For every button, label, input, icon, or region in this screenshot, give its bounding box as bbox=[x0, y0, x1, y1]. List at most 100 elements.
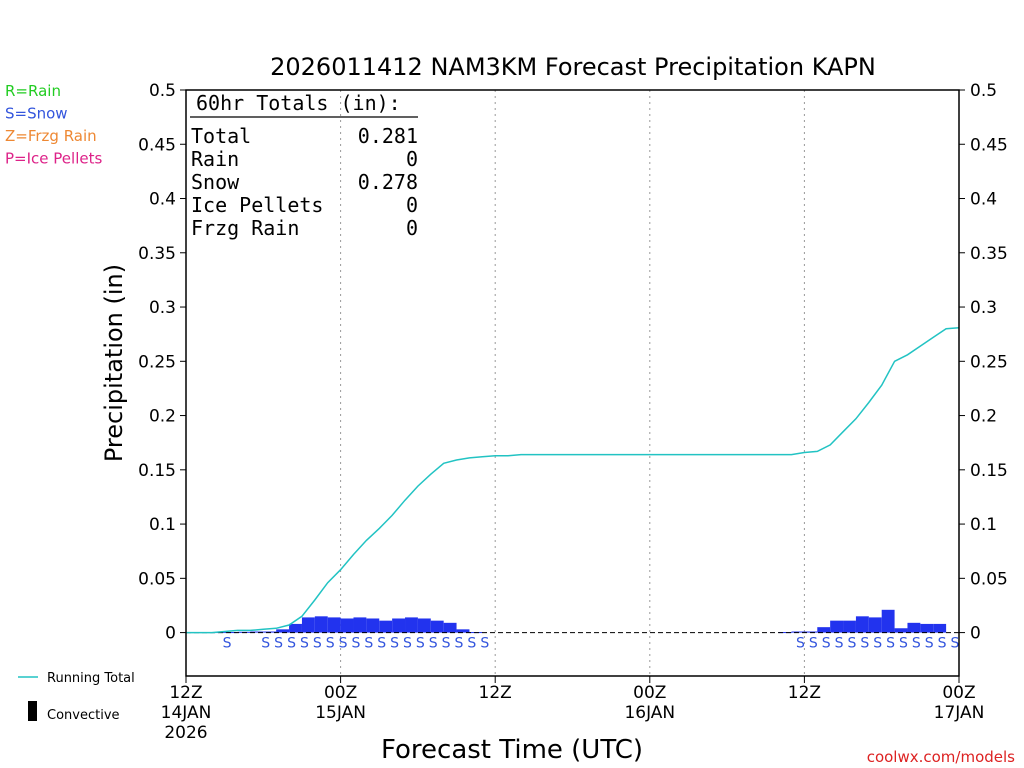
y-axis-right-ticks: 0 0.05 0.1 0.15 0.2 0.25 0.3 0.35 0.4 0.45 0.5 bbox=[959, 81, 1008, 644]
totals-row-value: 0 bbox=[406, 193, 418, 217]
precip-bar bbox=[804, 631, 818, 633]
y-tick-label: 0.1 bbox=[149, 515, 176, 535]
y-tick-label-right: 0.35 bbox=[970, 244, 1008, 264]
precip-bar bbox=[276, 629, 290, 633]
totals-row-value: 0.281 bbox=[358, 124, 418, 148]
y-tick-label-right: 0.3 bbox=[970, 298, 997, 318]
snow-marker: S bbox=[860, 636, 869, 652]
precip-bar bbox=[250, 631, 264, 633]
precip-bar bbox=[881, 609, 895, 633]
y-tick-label: 0 bbox=[165, 624, 176, 644]
y-tick-label: 0.35 bbox=[138, 244, 176, 264]
snow-marker: S bbox=[822, 636, 831, 652]
snow-marker: S bbox=[274, 636, 283, 652]
running-total-legend: Running Total bbox=[18, 671, 135, 686]
running-total-label: Running Total bbox=[47, 671, 135, 686]
y-tick-label-right: 0.5 bbox=[970, 81, 997, 101]
y-tick-label: 0.3 bbox=[149, 298, 176, 318]
y-axis-left-ticks: 0 0.05 0.1 0.15 0.2 0.25 0.3 0.35 0.4 0.45 0.5 bbox=[138, 81, 186, 644]
snow-marker: S bbox=[442, 636, 451, 652]
precip-bar bbox=[392, 618, 406, 633]
snow-marker: S bbox=[809, 636, 818, 652]
credit-text: coolwx.com/models bbox=[867, 748, 1015, 766]
snow-marker: S bbox=[313, 636, 322, 652]
chart-title: 2026011412 NAM3KM Forecast Precipitation… bbox=[270, 53, 876, 81]
y-tick-label-right: 0 bbox=[970, 624, 981, 644]
snow-marker: S bbox=[899, 636, 908, 652]
y-tick-label: 0.4 bbox=[149, 190, 176, 210]
y-tick-label: 0.15 bbox=[138, 461, 176, 481]
snow-marker: S bbox=[467, 636, 476, 652]
precip-bar bbox=[289, 623, 302, 633]
snow-marker: S bbox=[300, 636, 309, 652]
totals-box: 60hr Totals (in): Total 0.281 Rain 0 Snow 0.2… bbox=[190, 91, 418, 240]
precip-bar bbox=[868, 617, 882, 633]
x-tick-label: 17JAN bbox=[934, 703, 985, 723]
snow-marker: S bbox=[261, 636, 270, 652]
precip-bar bbox=[340, 618, 354, 633]
snow-marker: S bbox=[847, 636, 856, 652]
legend-entry: S=Snow bbox=[5, 105, 68, 123]
y-tick-label-right: 0.15 bbox=[970, 461, 1008, 481]
y-tick-label-right: 0.2 bbox=[970, 407, 997, 427]
precip-bar bbox=[353, 617, 367, 633]
snow-marker: S bbox=[835, 636, 844, 652]
precip-bar bbox=[894, 628, 908, 633]
precip-bar bbox=[817, 627, 831, 633]
plot-frame bbox=[185, 89, 960, 677]
precip-bar bbox=[933, 623, 947, 633]
totals-row-label: Ice Pellets bbox=[191, 193, 323, 217]
precip-bar bbox=[366, 618, 380, 633]
precip-bar bbox=[778, 632, 792, 634]
snow-marker: S bbox=[886, 636, 895, 652]
snow-marker: S bbox=[351, 636, 360, 652]
precip-bar bbox=[327, 617, 341, 633]
precip-bar bbox=[920, 623, 934, 633]
x-tick-label: 00Z bbox=[324, 683, 357, 703]
precip-bar bbox=[301, 617, 315, 633]
totals-row-label: Frzg Rain bbox=[191, 216, 299, 240]
snow-marker: S bbox=[938, 636, 947, 652]
convective-swatch bbox=[28, 701, 37, 721]
y-tick-label: 0.25 bbox=[138, 352, 176, 372]
snow-marker: S bbox=[403, 636, 412, 652]
totals-row-label: Rain bbox=[191, 147, 239, 171]
snow-marker: S bbox=[223, 636, 232, 652]
y-tick-label-right: 0.05 bbox=[970, 569, 1008, 589]
precip-bar bbox=[907, 622, 921, 633]
snow-marker: S bbox=[480, 636, 489, 652]
convective-legend: Convective bbox=[28, 701, 120, 723]
legend-entry: Z=Frzg Rain bbox=[5, 127, 97, 145]
precip-bar bbox=[855, 616, 869, 633]
snow-marker: S bbox=[873, 636, 882, 652]
precip-type-legend: R=Rain S=Snow Z=Frzg Rain P=Ice Pellets bbox=[5, 82, 102, 168]
running-total-line bbox=[186, 326, 960, 634]
x-tick-label: 12Z bbox=[788, 683, 821, 703]
y-tick-label-right: 0.25 bbox=[970, 352, 1008, 372]
totals-header: 60hr Totals (in): bbox=[196, 91, 401, 115]
precip-bar bbox=[843, 620, 856, 633]
running-total-series bbox=[186, 326, 960, 634]
snow-marker: S bbox=[364, 636, 373, 652]
snow-marker: S bbox=[377, 636, 386, 652]
snow-marker: S bbox=[416, 636, 425, 652]
legend-entry: R=Rain bbox=[5, 82, 61, 100]
x-tick-label: 14JAN bbox=[161, 703, 212, 723]
grid bbox=[340, 90, 805, 676]
totals-row-label: Snow bbox=[191, 170, 240, 194]
y-axis-label: Precipitation (in) bbox=[100, 264, 128, 462]
y-tick-label: 0.5 bbox=[149, 81, 176, 101]
precip-bar bbox=[224, 632, 238, 634]
precip-bar bbox=[830, 620, 844, 633]
totals-row-value: 0 bbox=[406, 216, 418, 240]
snow-marker: S bbox=[796, 636, 805, 652]
precip-bar bbox=[430, 620, 444, 633]
legend-entry: P=Ice Pellets bbox=[5, 150, 102, 168]
snow-marker: S bbox=[390, 636, 399, 652]
x-tick-label: 16JAN bbox=[624, 703, 675, 723]
precip-bar bbox=[405, 617, 418, 633]
totals-row-label: Total bbox=[191, 124, 251, 148]
